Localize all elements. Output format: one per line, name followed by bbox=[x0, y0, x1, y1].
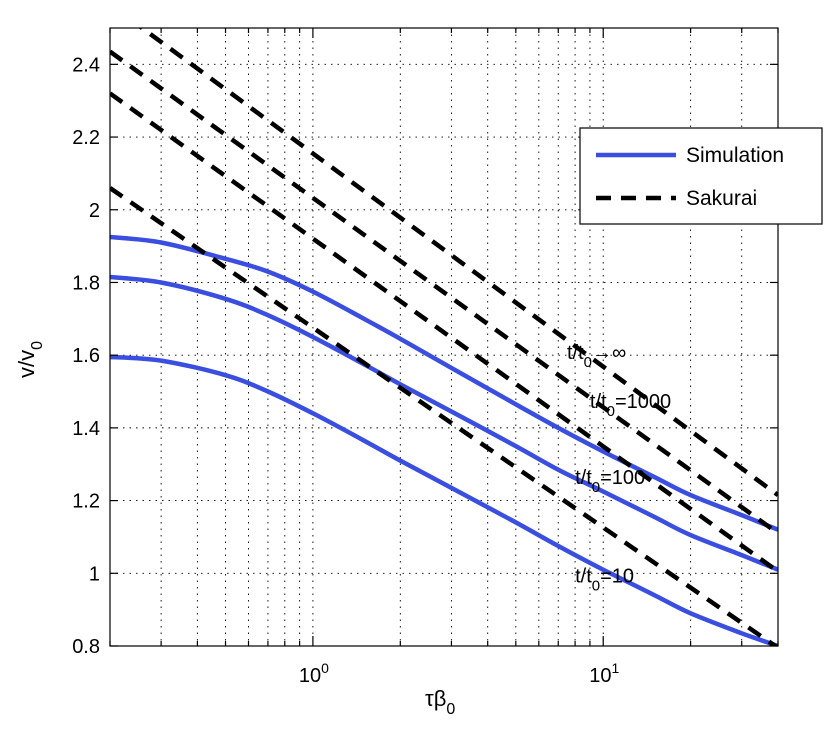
annotation-layer: t/t0→∞ t/t0=1000 t/t0=100 t/t0=10 bbox=[567, 342, 671, 595]
simulation-line-1 bbox=[110, 274, 778, 572]
curve-label-1: t/t0=1000 bbox=[590, 391, 671, 420]
x-axis-title: τβ0 bbox=[425, 686, 455, 718]
y-tick-label: 2 bbox=[89, 200, 100, 222]
y-tick-label: 1 bbox=[89, 563, 100, 585]
legend-box bbox=[579, 127, 823, 225]
sakurai-line-4 bbox=[110, 91, 778, 574]
series-layer bbox=[110, 28, 778, 646]
x-tick-label: 100 bbox=[299, 660, 329, 687]
simulation-line-2 bbox=[110, 234, 778, 532]
simulation-line-0 bbox=[110, 354, 778, 646]
y-tick-label: 1.2 bbox=[72, 491, 100, 513]
sakurai-line-5 bbox=[110, 49, 778, 536]
curve-label-2: t/t0=100 bbox=[575, 467, 645, 496]
sakurai-line-6 bbox=[138, 28, 778, 497]
plot-frame bbox=[109, 27, 779, 647]
curve-label-3: t/t0=10 bbox=[575, 565, 634, 594]
curve-label-0: t/t0→∞ bbox=[567, 342, 626, 371]
plot-background bbox=[110, 28, 778, 646]
legend: Simulation Sakurai bbox=[579, 127, 823, 225]
y-tick-label: 1.8 bbox=[72, 272, 100, 294]
y-tick-label: 0.8 bbox=[72, 636, 100, 658]
legend-sakurai-label: Sakurai bbox=[686, 187, 757, 210]
y-tick-label: 1.4 bbox=[72, 418, 100, 440]
sakurai-line-3 bbox=[110, 186, 778, 646]
y-tick-label: 2.2 bbox=[72, 127, 100, 149]
tick-layer: 0.8 1 1.2 1.4 1.6 1.8 2 2.2 2.4 100 101 bbox=[72, 28, 779, 687]
legend-simulation-label: Simulation bbox=[686, 144, 784, 167]
y-axis-title: v/v0 bbox=[14, 341, 46, 378]
y-tick-label: 2.4 bbox=[72, 54, 100, 76]
y-tick-label: 1.6 bbox=[72, 345, 100, 367]
x-tick-label: 101 bbox=[589, 660, 619, 687]
